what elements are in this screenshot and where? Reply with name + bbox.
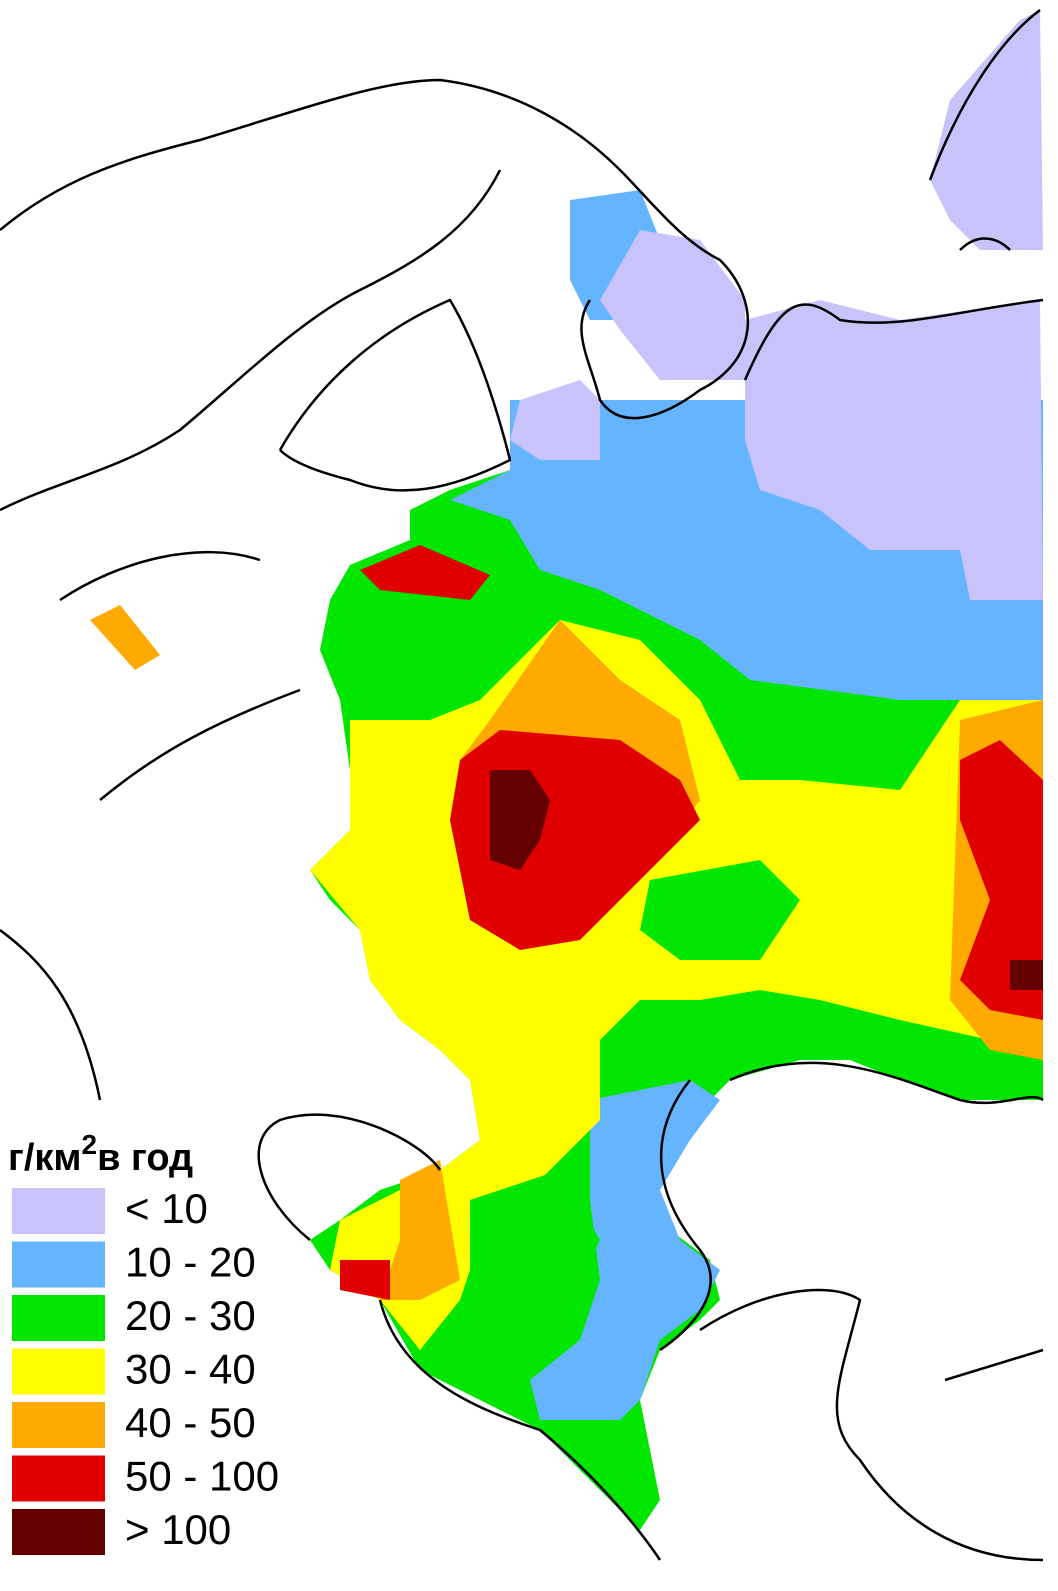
legend-swatch [12,1295,105,1341]
region [90,605,160,670]
regions [90,10,1043,1530]
region [360,545,490,600]
region [960,740,1043,1020]
legend-label: < 10 [125,1185,208,1232]
legend-title-suffix: в год [97,1137,193,1179]
legend-swatch [12,1188,105,1234]
legend: г/км2в год < 10 10 - 20 20 - 30 30 - 40 40 -… [8,1129,279,1555]
legend-label: 30 - 40 [125,1346,256,1393]
legend-title-superscript: 2 [82,1129,98,1160]
coastlines [0,9,1044,1562]
legend-label: > 100 [125,1506,231,1553]
legend-swatch [12,1455,105,1502]
coastline [743,298,1044,381]
legend-swatch [12,1241,105,1288]
coastline [699,1288,1044,1562]
region [340,1260,390,1300]
legend-swatch [12,1509,105,1555]
region [745,300,1043,600]
legend-title: г/км2в год [8,1129,193,1179]
region [470,1170,600,1360]
region [600,230,745,380]
legend-swatch [12,1348,105,1395]
coastline [0,78,750,420]
legend-label: 20 - 30 [125,1292,256,1339]
region [530,1080,720,1420]
coastline [257,1113,662,1561]
region [380,1160,460,1300]
legend-label: 10 - 20 [125,1239,256,1286]
coastline [928,9,1041,251]
region [490,770,550,870]
region [1010,960,1043,990]
coastline [0,550,301,1101]
legend-swatch [12,1402,105,1448]
region [510,380,600,460]
coastline [659,1061,1044,1352]
legend-label: 40 - 50 [125,1399,256,1446]
legend-title-text: г/км [8,1137,82,1179]
coastline [278,298,512,492]
region [930,10,1043,250]
coastline [0,169,502,512]
legend-label: 50 - 100 [125,1453,279,1500]
region [640,860,800,960]
